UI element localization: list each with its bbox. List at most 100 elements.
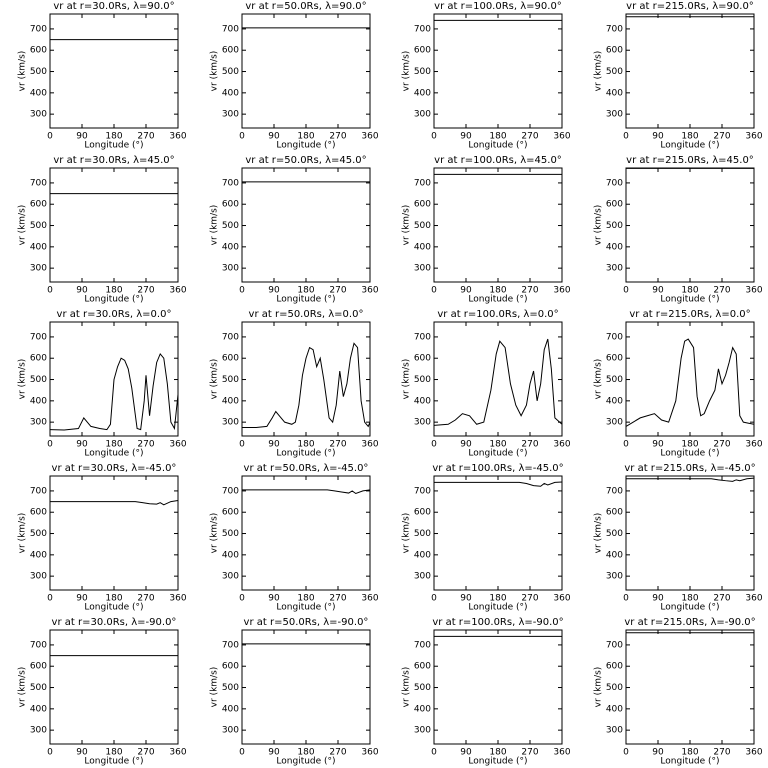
- y-tick-label: 700: [606, 640, 623, 650]
- x-tick-label: 180: [297, 286, 314, 296]
- axes-frame: [49, 321, 179, 437]
- x-tick-label: 90: [652, 594, 664, 604]
- y-axis-label: vr (km/s): [402, 51, 412, 92]
- axes-frame: [625, 13, 755, 129]
- x-tick-label: 90: [268, 748, 280, 758]
- y-axis-label: vr (km/s): [210, 359, 220, 400]
- x-tick-label: 270: [137, 594, 154, 604]
- x-tick-label: 360: [169, 440, 186, 450]
- x-tick-label: 0: [47, 748, 53, 758]
- x-axis-label: Longitude (°): [276, 603, 335, 613]
- panel: vr at r=215.0Rs, λ=-45.0° 0 90 180 270 360 300…: [594, 463, 763, 613]
- x-tick-label: 360: [361, 440, 378, 450]
- y-tick-label: 300: [606, 572, 623, 582]
- y-tick-label: 300: [30, 418, 47, 428]
- data-line: [434, 338, 562, 426]
- y-axis-label: vr (km/s): [402, 205, 412, 246]
- panel: vr at r=215.0Rs, λ=45.0° 0 90 180 270 360 300 4…: [594, 155, 763, 305]
- x-tick-label: 0: [47, 594, 53, 604]
- y-tick-label: 600: [30, 662, 47, 672]
- y-tick-label: 500: [30, 67, 47, 77]
- y-tick-label: 500: [30, 529, 47, 539]
- chart-title: vr at r=50.0Rs, λ=45.0°: [245, 155, 366, 166]
- x-tick-label: 270: [137, 748, 154, 758]
- x-tick-label: 270: [521, 748, 538, 758]
- x-tick-label: 270: [521, 132, 538, 142]
- x-tick-label: 0: [431, 594, 437, 604]
- y-axis-label: vr (km/s): [18, 205, 28, 246]
- x-tick-label: 180: [105, 286, 122, 296]
- y-tick-label: 600: [414, 46, 431, 56]
- plot-area: [626, 338, 754, 427]
- panel: vr at r=50.0Rs, λ=-45.0° 0 90 180 270 360 300 4…: [210, 463, 379, 613]
- panel: vr at r=30.0Rs, λ=-45.0° 0 90 180 270 360 300 4…: [18, 463, 187, 613]
- data-line: [626, 477, 754, 482]
- y-tick-label: 700: [414, 24, 431, 34]
- x-tick-label: 90: [268, 594, 280, 604]
- y-tick-label: 700: [30, 178, 47, 188]
- x-tick-label: 270: [521, 440, 538, 450]
- chart-title: vr at r=215.0Rs, λ=-90.0°: [624, 617, 755, 628]
- axes-frame: [625, 167, 755, 283]
- chart-title: vr at r=30.0Rs, λ=0.0°: [57, 309, 172, 320]
- y-tick-label: 600: [606, 354, 623, 364]
- y-axis-label: vr (km/s): [210, 205, 220, 246]
- y-tick-label: 500: [414, 375, 431, 385]
- x-tick-label: 360: [553, 748, 570, 758]
- y-axis-label: vr (km/s): [402, 667, 412, 708]
- y-tick-label: 400: [414, 550, 431, 560]
- x-tick-label: 90: [76, 286, 88, 296]
- x-tick-label: 0: [623, 440, 629, 450]
- y-tick-label: 400: [414, 88, 431, 98]
- data-line: [434, 481, 562, 487]
- y-tick-label: 600: [414, 508, 431, 518]
- x-axis-label: Longitude (°): [468, 603, 527, 613]
- y-tick-label: 500: [606, 683, 623, 693]
- y-tick-label: 400: [414, 396, 431, 406]
- chart-title: vr at r=50.0Rs, λ=-45.0°: [244, 463, 369, 474]
- y-tick-label: 500: [606, 375, 623, 385]
- x-tick-label: 180: [105, 748, 122, 758]
- y-tick-label: 400: [30, 242, 47, 252]
- y-tick-label: 700: [222, 24, 239, 34]
- y-tick-label: 400: [606, 242, 623, 252]
- x-tick-label: 180: [681, 594, 698, 604]
- axes-frame: [49, 475, 179, 591]
- y-axis-label: vr (km/s): [18, 667, 28, 708]
- y-axis-label: vr (km/s): [210, 51, 220, 92]
- x-axis-label: Longitude (°): [84, 141, 143, 151]
- x-axis-label: Longitude (°): [468, 295, 527, 305]
- x-tick-label: 90: [460, 594, 472, 604]
- x-tick-label: 360: [745, 286, 762, 296]
- x-axis-label: Longitude (°): [276, 141, 335, 151]
- x-tick-label: 90: [460, 748, 472, 758]
- x-tick-label: 90: [268, 286, 280, 296]
- x-tick-label: 270: [329, 594, 346, 604]
- chart-title: vr at r=30.0Rs, λ=90.0°: [53, 1, 174, 12]
- panel: vr at r=215.0Rs, λ=-90.0° 0 90 180 270 360 300…: [594, 617, 763, 767]
- panel: vr at r=30.0Rs, λ=-90.0° 0 90 180 270 360 300 4…: [18, 617, 187, 767]
- plot-area: [434, 338, 562, 426]
- x-tick-label: 90: [268, 440, 280, 450]
- axes-frame: [625, 321, 755, 437]
- y-tick-label: 700: [414, 332, 431, 342]
- axes-frame: [433, 13, 563, 129]
- y-tick-label: 400: [414, 242, 431, 252]
- y-tick-label: 500: [222, 683, 239, 693]
- y-tick-label: 300: [606, 726, 623, 736]
- x-tick-label: 180: [297, 440, 314, 450]
- x-tick-label: 180: [681, 132, 698, 142]
- y-tick-label: 700: [414, 178, 431, 188]
- x-axis-label: Longitude (°): [660, 449, 719, 459]
- x-axis-label: Longitude (°): [84, 449, 143, 459]
- x-tick-label: 0: [47, 286, 53, 296]
- x-tick-label: 270: [713, 440, 730, 450]
- axes-frame: [241, 475, 371, 591]
- x-axis-label: Longitude (°): [84, 603, 143, 613]
- chart-title: vr at r=50.0Rs, λ=0.0°: [249, 309, 364, 320]
- y-tick-label: 400: [606, 550, 623, 560]
- y-tick-label: 500: [30, 221, 47, 231]
- data-line: [50, 353, 178, 431]
- panel: vr at r=100.0Rs, λ=-90.0° 0 90 180 270 360 300…: [402, 617, 571, 767]
